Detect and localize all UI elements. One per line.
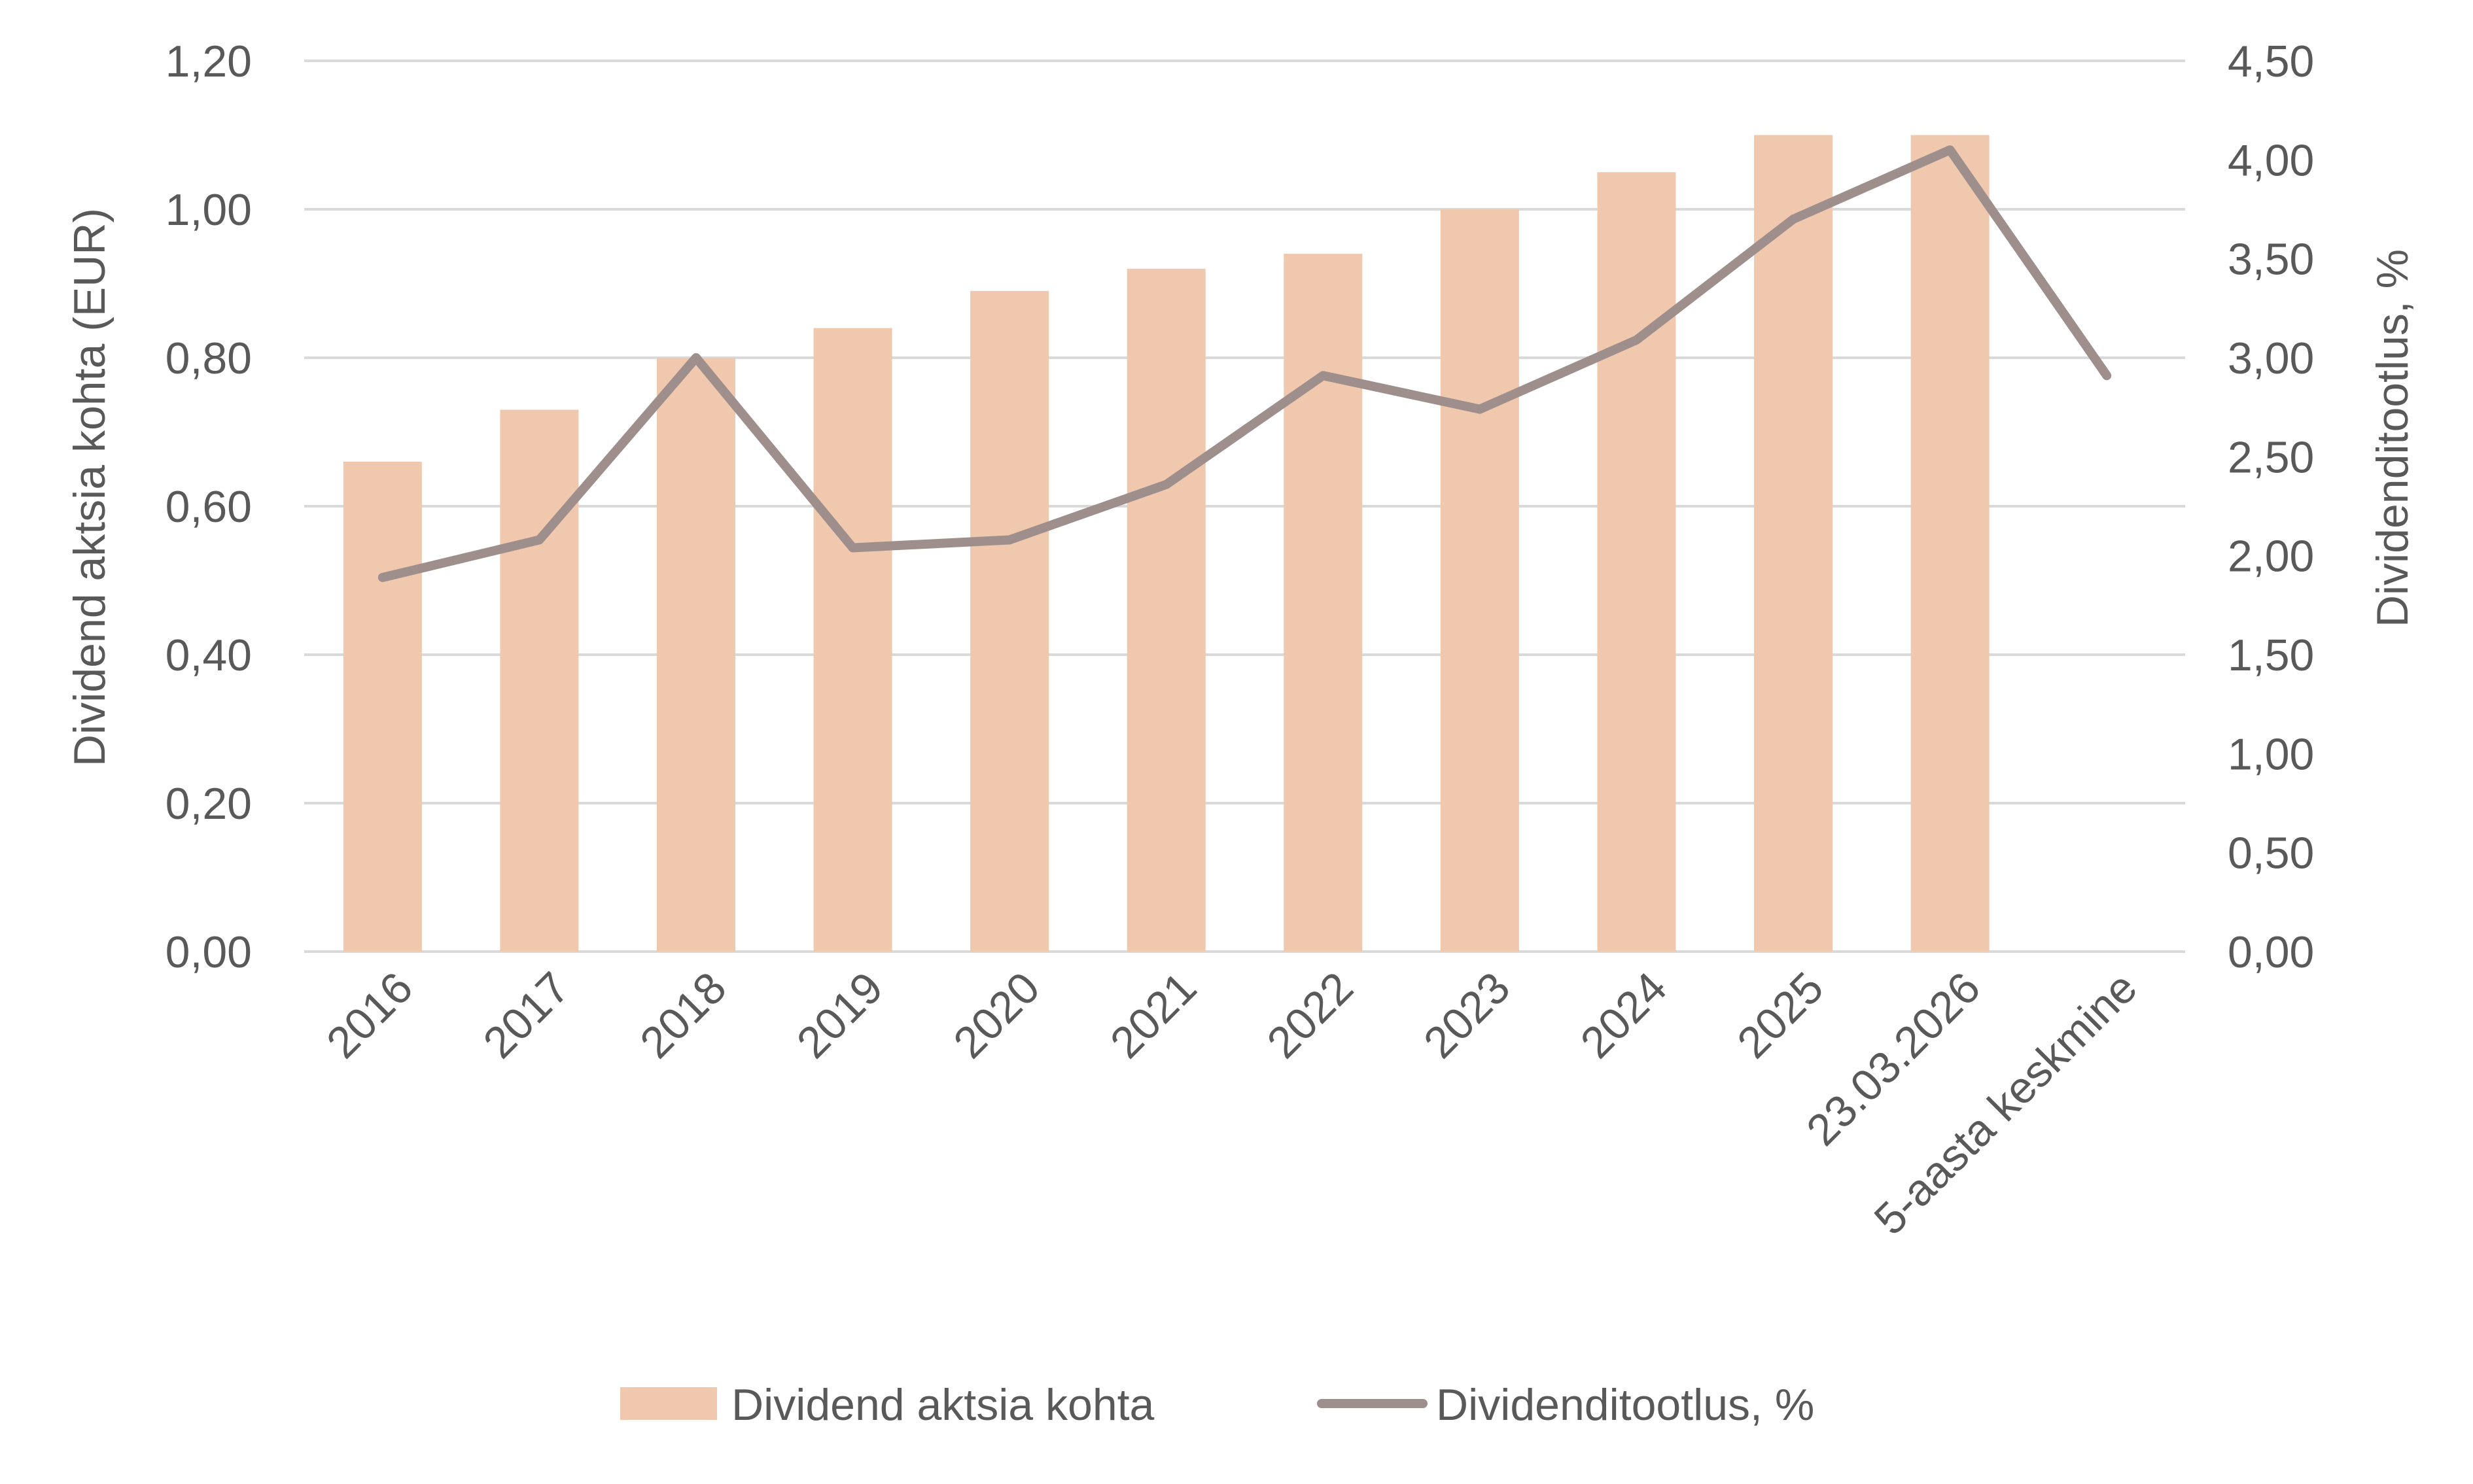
bar	[1910, 135, 1990, 952]
right-tick-label: 3,00	[2228, 334, 2314, 383]
right-tick-label: 0,00	[2228, 927, 2314, 977]
gridlines	[304, 60, 2185, 953]
left-tick-label: 1,20	[166, 37, 252, 86]
category-label: 2018	[631, 963, 736, 1068]
bar	[1284, 254, 1363, 952]
left-axis-title: Dividend aktsia kohta (EUR)	[65, 208, 114, 767]
category-label: 5-aasta keskmine	[1865, 963, 2147, 1245]
line-point	[1479, 408, 1481, 410]
category-label: 2021	[1101, 963, 1206, 1068]
left-axis-ticks: 0,00 0,20 0,40 0,60 0,80 1,00 1,20	[166, 37, 252, 977]
left-tick-label: 0,20	[166, 779, 252, 829]
bar	[1127, 268, 1206, 952]
right-tick-label: 0,50	[2228, 829, 2314, 878]
category-label: 2022	[1257, 963, 1363, 1068]
bar	[970, 290, 1049, 952]
right-tick-label: 1,00	[2228, 729, 2314, 779]
right-tick-label: 2,00	[2228, 532, 2314, 581]
bar	[343, 461, 422, 952]
legend: Dividend aktsia kohta Dividenditootlus, …	[620, 1380, 1814, 1430]
category-label: 2019	[787, 963, 892, 1068]
legend-label-yield: Dividenditootlus, %	[1436, 1380, 1814, 1430]
left-tick-label: 0,60	[166, 482, 252, 532]
line-point	[1636, 339, 1638, 341]
right-axis-title: Dividenditootlus, %	[2368, 249, 2417, 627]
line-point	[538, 539, 540, 541]
line-point	[381, 576, 383, 578]
line-point	[1793, 218, 1795, 220]
category-label: 2016	[317, 963, 423, 1068]
left-tick-label: 0,00	[166, 927, 252, 977]
bar	[500, 409, 579, 952]
line-point	[2106, 375, 2108, 377]
yield-line	[377, 145, 2112, 582]
category-label: 2024	[1571, 963, 1676, 1068]
right-tick-label: 3,50	[2228, 235, 2314, 285]
bar	[1440, 209, 1519, 952]
category-label: 2023	[1414, 963, 1520, 1068]
bar	[1597, 172, 1676, 952]
bar	[1754, 135, 1833, 952]
right-tick-label: 4,00	[2228, 135, 2314, 185]
line-point	[695, 357, 697, 358]
right-tick-label: 1,50	[2228, 630, 2314, 680]
legend-swatch-dividend	[620, 1387, 717, 1420]
right-axis-ticks: 0,00 0,50 1,00 1,50 2,00 2,50 3,00 3,50 4,00 4,50	[2228, 37, 2314, 977]
right-tick-label: 4,50	[2228, 37, 2314, 86]
category-label: 2025	[1728, 963, 1833, 1068]
left-tick-label: 0,40	[166, 630, 252, 680]
line-point	[1009, 539, 1011, 541]
category-label: 2020	[944, 963, 1049, 1068]
left-tick-label: 0,80	[166, 334, 252, 383]
line-point	[1322, 375, 1324, 377]
line-point	[1165, 483, 1167, 485]
category-axis-labels: 2016 2017 2018 2019 2020 2021 2022 2023 2024 2025…	[317, 963, 2147, 1245]
line-series-yield	[377, 145, 2112, 582]
line-point	[1949, 149, 1951, 151]
line-point	[852, 547, 854, 549]
category-label: 2017	[474, 963, 579, 1068]
bar	[656, 358, 735, 952]
bar	[813, 328, 892, 952]
left-tick-label: 1,00	[166, 185, 252, 235]
right-tick-label: 2,50	[2228, 432, 2314, 482]
bar-series-dividend	[343, 135, 1990, 952]
legend-label-dividend: Dividend aktsia kohta	[731, 1380, 1155, 1430]
